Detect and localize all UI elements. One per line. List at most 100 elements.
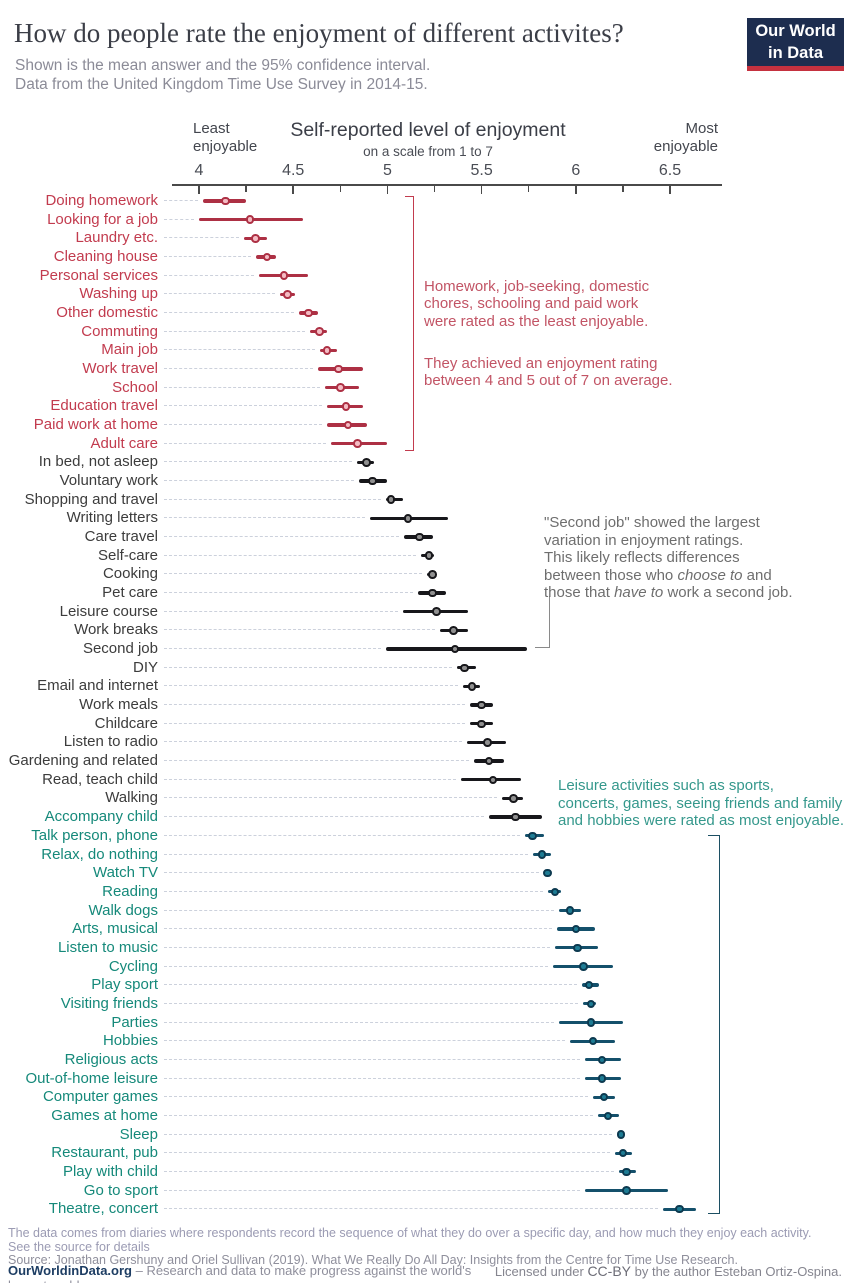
activity-label: Parties [111,1013,158,1031]
license-text: Licensed under CC-BY by the author Esteb… [495,1263,842,1279]
leader-line [164,946,551,948]
activity-label: Cooking [102,565,158,583]
activity-label: Education travel [50,397,158,415]
ccby-link[interactable]: CC-BY [587,1263,631,1279]
leader-line [164,1189,581,1191]
mean-dot [599,1092,609,1102]
activity-label: Voluntary work [59,472,158,490]
mean-dot [322,346,332,355]
leader-line [164,274,255,276]
activity-label: Adult care [90,434,158,452]
leader-line [164,554,417,556]
leader-line [164,872,539,874]
axis-label-least-enjoyable: Least enjoyable [193,120,258,155]
activity-label: Listen to music [57,938,158,956]
activity-label: Play with child [62,1162,158,1180]
bracket-least-enjoyable [405,196,414,451]
leader-line [164,218,194,220]
activity-label: Restaurant, pub [51,1144,158,1162]
mean-dot [368,476,377,486]
leader-line [164,517,366,519]
activity-label: Visiting friends [60,994,158,1012]
mean-dot [353,439,362,448]
leader-line [164,984,577,986]
activity-label: Shopping and travel [24,490,158,508]
footer-source: Source: Jonathan Gershuny and Oriel Sull… [8,1253,738,1267]
mean-dot [586,999,596,1009]
mean-dot [618,1148,628,1158]
mean-dot [543,868,552,878]
axis-major-tick [292,186,294,194]
axis-label-most-enjoyable: Most enjoyable [653,120,718,155]
leader-line [164,741,462,743]
activity-label: Watch TV [92,864,158,882]
mean-dot [221,196,230,206]
annotation-segment: and those that [544,566,772,602]
leader-line [164,1152,611,1154]
owid-link[interactable]: OurWorldinData.org [8,1263,132,1278]
license-prefix: Licensed under [494,1264,588,1279]
activity-label: Games at home [51,1106,158,1124]
axis-tick-label: 4.5 [282,162,305,179]
leader-line [164,1170,615,1172]
mean-dot [528,831,537,841]
mean-dot [315,327,324,336]
activity-label: Accompany child [44,808,158,826]
mean-dot [245,215,255,224]
mean-dot [573,943,582,953]
leader-line [164,834,520,836]
footer-bottom-bar: Licensed under CC-BY by the author Esteb… [8,1263,842,1283]
leader-line [164,349,315,351]
activity-label: Looking for a job [47,210,158,228]
page-subtitle: Shown is the mean answer and the 95% con… [15,57,431,93]
activity-label: Hobbies [102,1032,158,1050]
activity-label: Personal services [39,266,158,284]
mean-dot [579,962,588,971]
leader-line [164,1058,581,1060]
annotation-second-job: "Second job" showed the largest variatio… [544,514,804,602]
leader-line [164,648,381,650]
annotation-least-para1: Homework, job-seeking, domestic chores, … [424,277,650,330]
activity-label: School [112,378,158,396]
axis-minor-tick [339,186,342,192]
mean-dot [428,570,437,579]
annotation-italic-segment: have to [614,584,664,601]
leader-line [164,928,552,930]
activity-label: Play sport [91,976,158,994]
mean-dot [675,1204,684,1214]
activity-label: Walking [105,789,158,807]
activity-label: Second job [82,640,158,658]
mean-dot [550,887,560,897]
mean-dot [251,234,260,243]
mean-dot [304,308,313,318]
activity-label: Work travel [82,360,158,377]
leader-line [164,778,456,780]
mean-dot [586,1018,596,1027]
leader-line [164,1021,554,1023]
leader-line [164,592,413,594]
mean-dot [467,682,477,691]
leader-line [164,1096,588,1098]
axis-subtitle: on a scale from 1 to 7 [363,144,493,159]
activity-label: DIY [132,658,158,676]
annotation-least-para2: They achieved an enjoyment rating betwee… [424,354,673,390]
footer-note-line2[interactable]: See the source for details [8,1240,150,1254]
activity-label: Washing up [79,285,158,303]
activity-label: Cleaning house [53,248,158,265]
axis-major-tick [480,186,483,194]
axis-minor-tick [527,186,530,192]
connector-second-job [535,596,550,648]
leader-line [164,442,326,444]
leader-line [164,629,436,631]
mean-dot [262,252,272,262]
activity-label: Religious acts [64,1050,158,1068]
owid-logo-line1: Our World [755,22,836,40]
activity-label: Listen to radio [63,733,158,751]
mean-dot [428,588,437,598]
mean-dot [403,514,413,523]
activity-label: Doing homework [45,192,158,209]
axis-minor-tick [245,186,247,192]
activity-label: Reading [102,882,158,900]
activity-label: Email and internet [37,677,158,695]
mean-dot [279,271,289,280]
